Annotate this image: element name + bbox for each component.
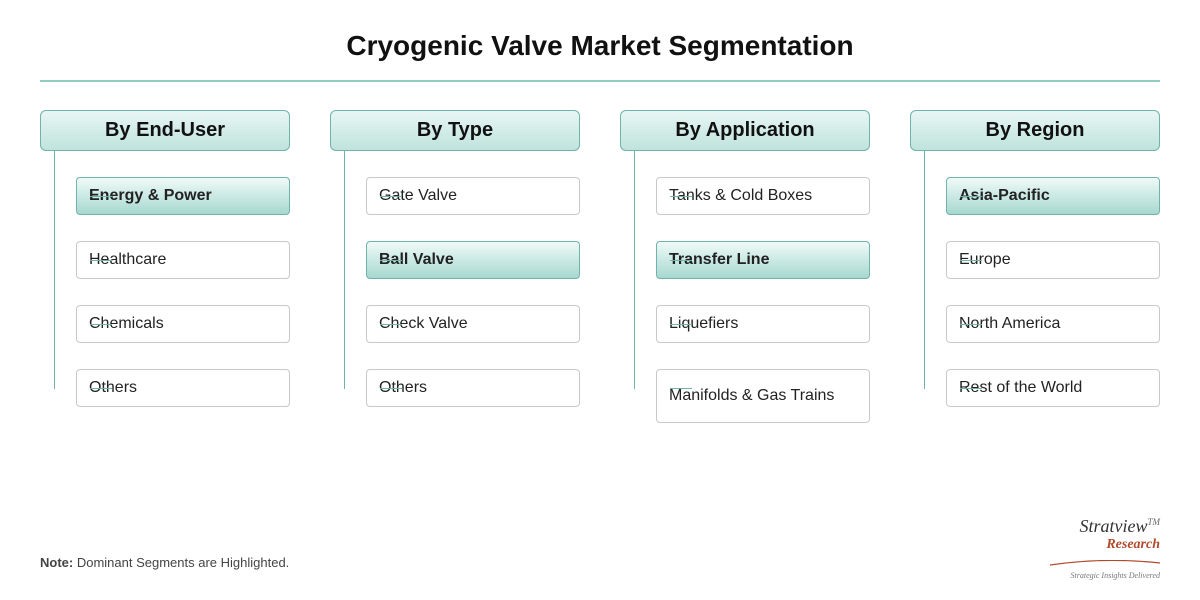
connector-vertical [54,151,55,389]
item-wrap: Others [366,369,580,409]
item-wrap: Manifolds & Gas Trains [656,369,870,425]
logo: StratviewTM Research Strategic Insights … [1050,516,1160,580]
connector-horizontal [960,324,982,325]
segmentation-columns: By End-User Energy & Power Healthcare Ch… [40,110,1160,449]
connector-vertical [344,151,345,389]
item-wrap: Check Valve [366,305,580,345]
column-items: Energy & Power Healthcare Chemicals Othe… [40,177,290,409]
note-label: Note: [40,555,73,570]
connector-horizontal [960,388,982,389]
connector-horizontal [670,388,692,389]
connector-horizontal [670,324,692,325]
connector-horizontal [960,260,982,261]
logo-sub: Research [1050,537,1160,553]
connector-horizontal [90,260,112,261]
item-wrap: Transfer Line [656,241,870,281]
column-header: By Type [330,110,580,151]
item-wrap: Rest of the World [946,369,1160,409]
connector-horizontal [960,196,982,197]
connector-horizontal [90,324,112,325]
column-header: By Region [910,110,1160,151]
column-header: By End-User [40,110,290,151]
note-text: Dominant Segments are Highlighted. [73,555,289,570]
logo-tm: TM [1147,517,1160,527]
column-application: By Application Tanks & Cold Boxes Transf… [620,110,870,449]
connector-horizontal [90,196,112,197]
column-end-user: By End-User Energy & Power Healthcare Ch… [40,110,290,449]
connector-horizontal [380,388,402,389]
column-items: Gate Valve Ball Valve Check Valve Others [330,177,580,409]
title-underline [40,80,1160,82]
column-header: By Application [620,110,870,151]
connector-horizontal [380,324,402,325]
item-wrap: Europe [946,241,1160,281]
item-wrap: Healthcare [76,241,290,281]
connector-horizontal [380,260,402,261]
connector-horizontal [670,196,692,197]
logo-main: StratviewTM [1050,516,1160,537]
item-wrap: Chemicals [76,305,290,345]
connector-vertical [924,151,925,389]
logo-swoosh-icon [1050,560,1160,566]
item-wrap: Asia-Pacific [946,177,1160,217]
item-wrap: Energy & Power [76,177,290,217]
column-items: Tanks & Cold Boxes Transfer Line Liquefi… [620,177,870,425]
item-wrap: Others [76,369,290,409]
item-wrap: North America [946,305,1160,345]
column-items: Asia-Pacific Europe North America Rest o… [910,177,1160,409]
segment-item: Manifolds & Gas Trains [656,369,870,423]
page-title: Cryogenic Valve Market Segmentation [40,30,1160,62]
item-wrap: Ball Valve [366,241,580,281]
item-wrap: Liquefiers [656,305,870,345]
logo-tagline: Strategic Insights Delivered [1050,571,1160,580]
connector-horizontal [90,388,112,389]
footer-note: Note: Dominant Segments are Highlighted. [40,555,289,570]
column-region: By Region Asia-Pacific Europe North Amer… [910,110,1160,449]
column-type: By Type Gate Valve Ball Valve Check Valv… [330,110,580,449]
item-wrap: Tanks & Cold Boxes [656,177,870,217]
connector-horizontal [380,196,402,197]
item-wrap: Gate Valve [366,177,580,217]
connector-horizontal [670,260,692,261]
connector-vertical [634,151,635,389]
